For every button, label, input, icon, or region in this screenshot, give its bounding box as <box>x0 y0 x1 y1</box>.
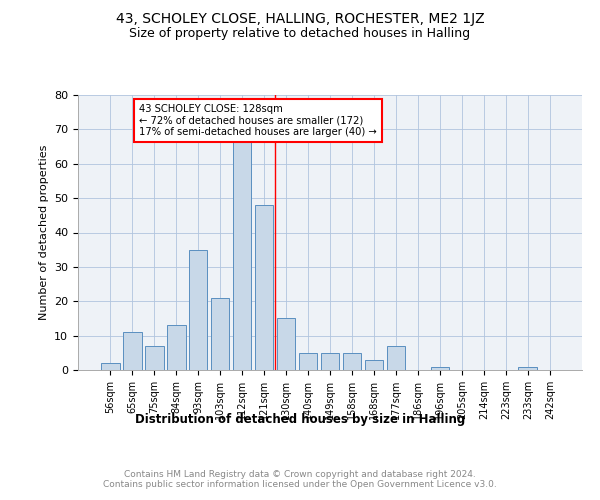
Bar <box>431 366 449 370</box>
Bar <box>320 353 340 370</box>
Bar <box>145 346 164 370</box>
Bar <box>386 346 405 370</box>
Bar <box>189 250 208 370</box>
Y-axis label: Number of detached properties: Number of detached properties <box>38 145 49 320</box>
Bar <box>365 360 383 370</box>
Text: Contains HM Land Registry data © Crown copyright and database right 2024.
Contai: Contains HM Land Registry data © Crown c… <box>103 470 497 490</box>
Text: Size of property relative to detached houses in Halling: Size of property relative to detached ho… <box>130 28 470 40</box>
Text: 43, SCHOLEY CLOSE, HALLING, ROCHESTER, ME2 1JZ: 43, SCHOLEY CLOSE, HALLING, ROCHESTER, M… <box>116 12 484 26</box>
Bar <box>299 353 317 370</box>
Text: 43 SCHOLEY CLOSE: 128sqm
← 72% of detached houses are smaller (172)
17% of semi-: 43 SCHOLEY CLOSE: 128sqm ← 72% of detach… <box>139 104 377 137</box>
Bar <box>255 205 274 370</box>
Bar <box>167 326 185 370</box>
Bar <box>277 318 295 370</box>
Bar <box>211 298 229 370</box>
Bar <box>518 366 537 370</box>
Text: Distribution of detached houses by size in Halling: Distribution of detached houses by size … <box>135 412 465 426</box>
Bar <box>343 353 361 370</box>
Bar <box>101 363 119 370</box>
Bar <box>123 332 142 370</box>
Bar <box>233 136 251 370</box>
